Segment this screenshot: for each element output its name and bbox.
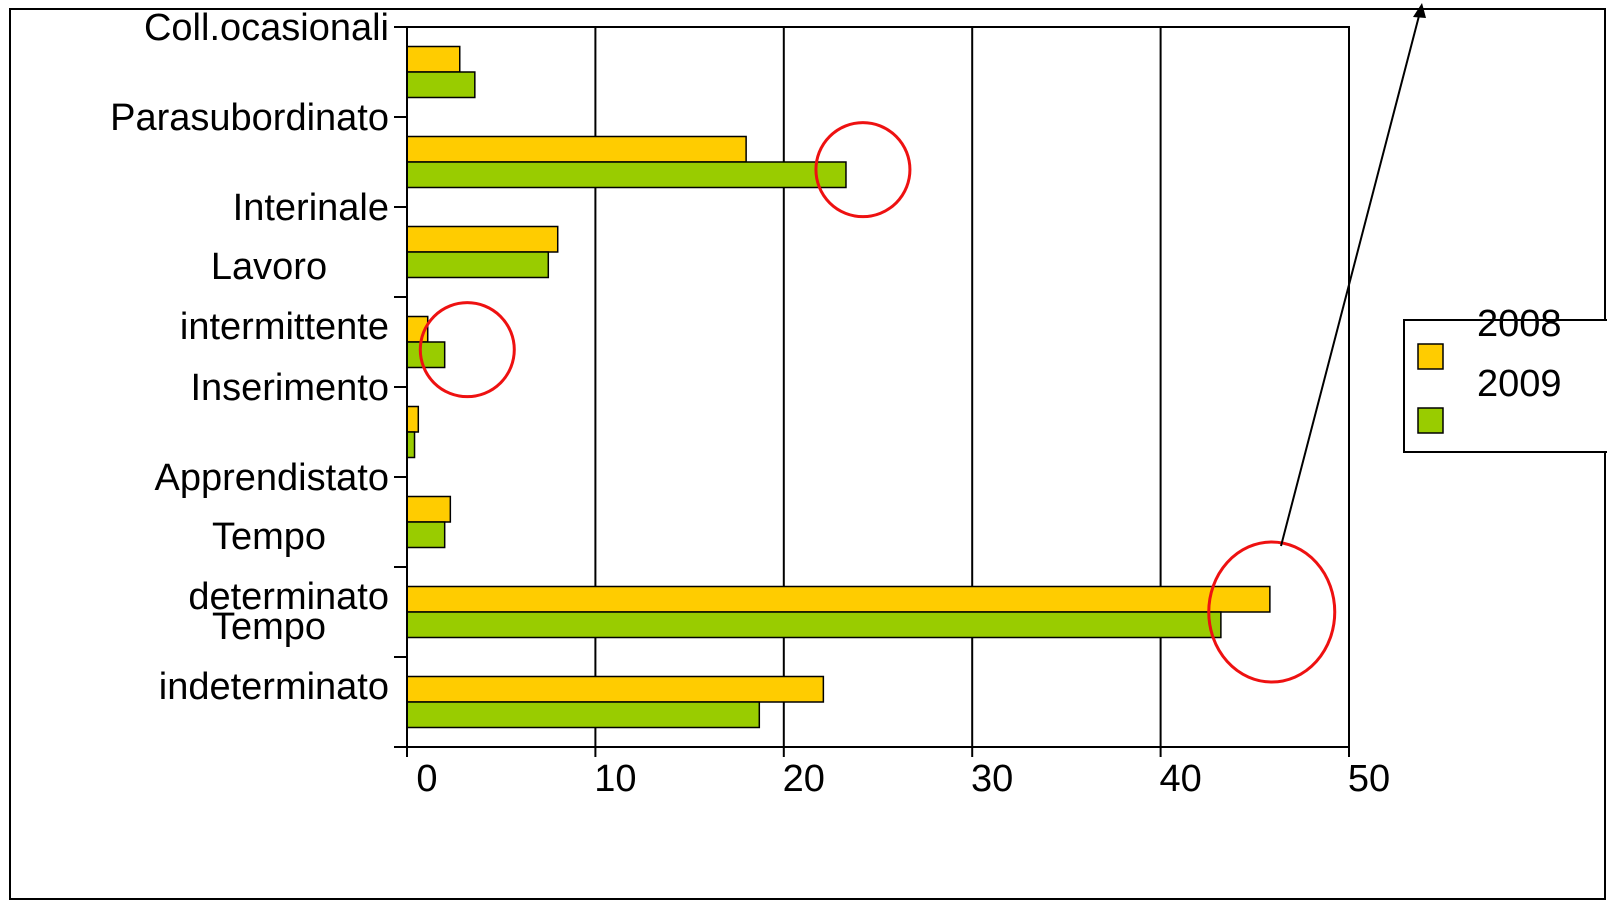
bar-inserimento-2008 [406, 405, 420, 433]
bar-lavoro-intermittente-2009 [406, 341, 446, 369]
bar-tempo-indeterminato-2008 [406, 675, 825, 703]
category-labels: Coll.ocasionali Parasubordinato Interinale… [110, 7, 389, 708]
category-label-tempo-indeterminato: Tempo indeterminato [159, 606, 389, 708]
annotation-arrow-head [1413, 3, 1426, 18]
bar-parasubordinato-2008 [406, 135, 747, 163]
x-tick-label-40: 40 [1159, 758, 1201, 800]
bar-apprendistato-2009 [406, 521, 446, 549]
bar-tempo-determinato-2009 [406, 611, 1222, 639]
category-label-interinale: Interinale [233, 187, 389, 229]
legend-swatch-2008 [1417, 343, 1444, 370]
category-label-apprendistato: Apprendistato [155, 457, 390, 499]
legend-swatch-2009 [1417, 407, 1444, 434]
bar-coll-ocasionali-2008 [406, 45, 461, 73]
legend: 2008 2009 [1403, 303, 1607, 453]
legend-label-2009: 2009 [1477, 363, 1562, 405]
bar-coll-ocasionali-2009 [406, 71, 476, 99]
x-tick-label-20: 20 [783, 758, 825, 800]
bar-tempo-determinato-2008 [406, 585, 1271, 613]
x-tick-label-0: 0 [416, 758, 437, 800]
category-label-lavoro-intermittente: Lavoro intermittente [180, 246, 389, 348]
x-tick-label-10: 10 [594, 758, 636, 800]
category-label-inserimento: Inserimento [190, 367, 389, 409]
annotation-arrow-line [1280, 11, 1421, 547]
category-label-parasubordinato: Parasubordinato [110, 97, 389, 139]
x-tick-label-30: 30 [971, 758, 1013, 800]
category-label-tempo-determinato: Tempo determinato [188, 516, 389, 618]
highlight-circle-lavoro-intermittente [418, 301, 516, 399]
axes: 0 10 20 30 40 50 [394, 26, 1390, 800]
bars [406, 45, 1271, 729]
category-label-coll-ocasionali: Coll.ocasionali [144, 7, 389, 49]
legend-label-2008: 2008 [1477, 303, 1562, 345]
bar-tempo-indeterminato-2009 [406, 701, 761, 729]
highlight-circle-tempo-determinato [1207, 540, 1337, 684]
bar-interinale-2008 [406, 225, 559, 253]
bar-apprendistato-2008 [406, 495, 452, 523]
chart-frame [9, 8, 1606, 900]
bar-interinale-2009 [406, 251, 550, 279]
annotations [418, 3, 1426, 684]
x-tick-label-50: 50 [1348, 758, 1390, 800]
bar-parasubordinato-2009 [406, 161, 847, 189]
highlight-circle-parasubordinato [814, 121, 912, 219]
bar-inserimento-2009 [406, 431, 416, 459]
